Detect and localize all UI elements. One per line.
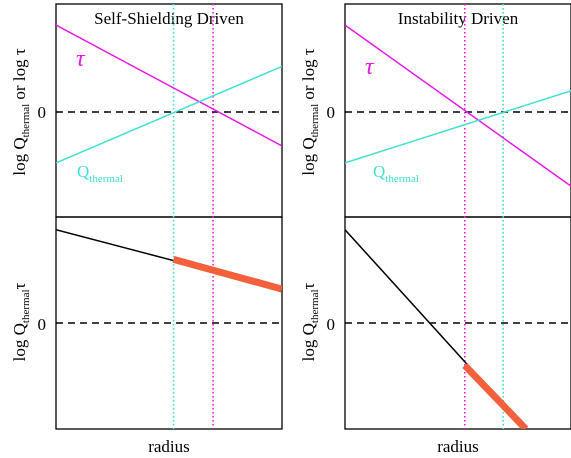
right-bottom-ylabel: log Qthermalτ xyxy=(299,282,321,361)
chart-marks xyxy=(56,4,571,429)
left-top-tau-line xyxy=(56,24,282,147)
right-top-ylabel: log Qthermal or log τ xyxy=(299,48,321,175)
right-top-tau-line xyxy=(345,24,571,187)
left-q-label: Qthermal xyxy=(77,162,123,185)
right-q-label: Qthermal xyxy=(373,162,419,185)
left-top-zero-tick: 0 xyxy=(38,103,47,122)
left-bottom-ylabel: log Qthermalτ xyxy=(10,282,32,361)
right-xlabel: radius xyxy=(437,437,479,456)
left-tau-label: τ xyxy=(76,46,86,72)
right-top-frame xyxy=(344,3,571,218)
right-title: Instability Driven xyxy=(398,9,519,28)
right-top-q-line xyxy=(345,90,571,164)
left-bottom-highlight-line xyxy=(172,256,282,293)
left-top-q-line xyxy=(56,65,282,164)
right-tau-label: τ xyxy=(365,54,375,80)
right-bottom-highlight-line xyxy=(462,362,529,429)
left-top-ylabel: log Qthermal or log τ xyxy=(10,48,32,175)
left-top-frame xyxy=(55,3,283,218)
left-xlabel: radius xyxy=(148,437,190,456)
left-title: Self-Shielding Driven xyxy=(94,9,244,28)
right-bottom-zero-tick: 0 xyxy=(327,315,336,334)
left-bottom-zero-tick: 0 xyxy=(38,315,47,334)
right-top-zero-tick: 0 xyxy=(327,103,336,122)
